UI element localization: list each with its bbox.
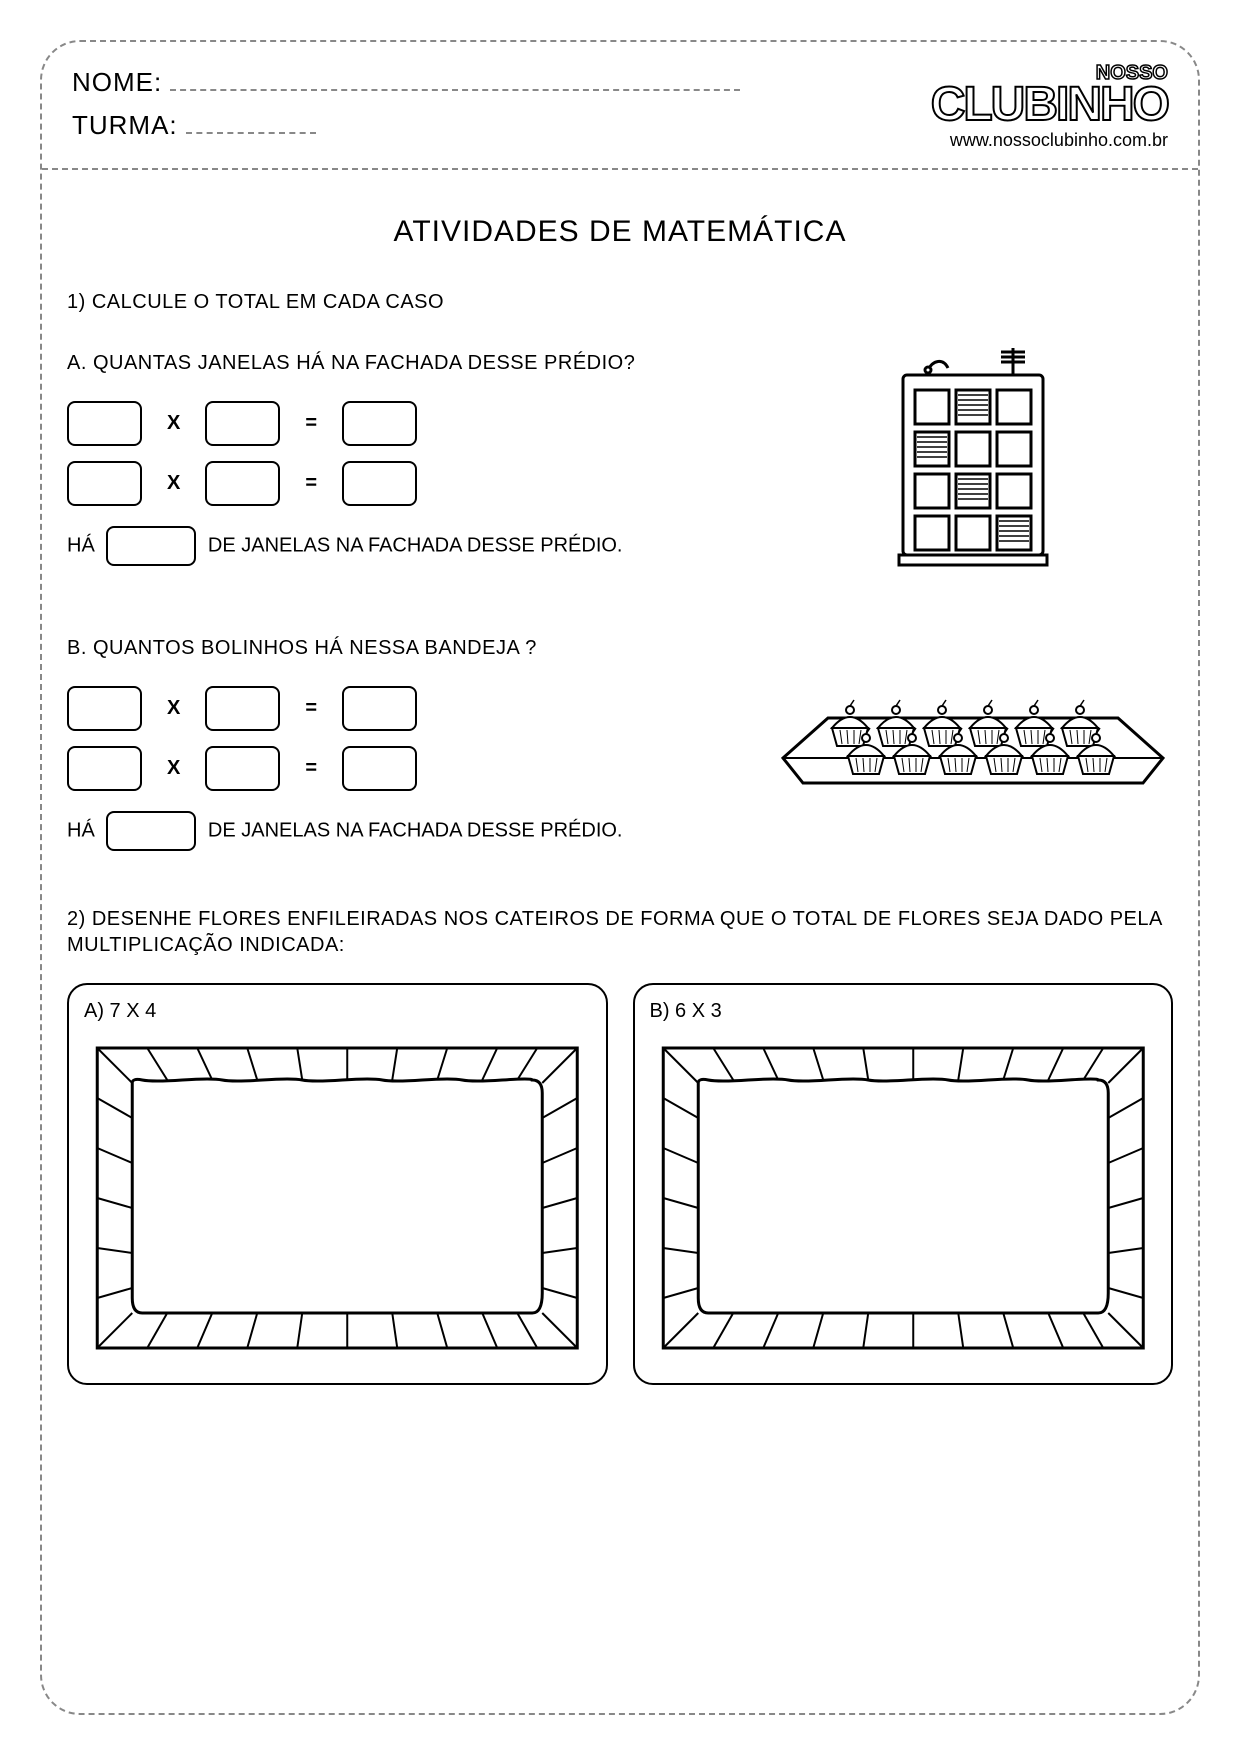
answer-box[interactable] (205, 461, 280, 506)
equals-symbol: = (305, 697, 317, 720)
q2a-label: A) 7 X 4 (84, 1000, 591, 1023)
times-symbol: X (167, 472, 180, 495)
q1b-eq1: X = (67, 686, 753, 731)
conclusion-post: DE JANELAS NA FACHADA DESSE PRÉDIO. (208, 534, 623, 556)
worksheet-header: NOME: TURMA: NOSSO CLUBINHO www.nossoclu… (42, 42, 1198, 170)
planter-box-icon[interactable] (84, 1038, 591, 1358)
name-label: NOME: (72, 67, 162, 97)
q1b-conclusion: HÁ DE JANELAS NA FACHADA DESSE PRÉDIO. (67, 811, 753, 851)
q1-prompt: 1) CALCULE O TOTAL EM CADA CASO (67, 289, 1173, 315)
conclusion-post: DE JANELAS NA FACHADA DESSE PRÉDIO. (208, 819, 623, 841)
answer-box[interactable] (342, 746, 417, 791)
times-symbol: X (167, 757, 180, 780)
answer-box[interactable] (67, 746, 142, 791)
answer-box[interactable] (106, 526, 196, 566)
q1b-prompt: B. QUANTOS BOLINHOS HÁ NESSA BANDEJA ? (67, 635, 753, 661)
answer-box[interactable] (342, 686, 417, 731)
answer-box[interactable] (67, 401, 142, 446)
answer-box[interactable] (205, 746, 280, 791)
class-blank[interactable] (186, 111, 316, 134)
planter-box-icon[interactable] (650, 1038, 1157, 1358)
class-field[interactable]: TURMA: (72, 110, 878, 141)
q1a-prompt: A. QUANTAS JANELAS HÁ NA FACHADA DESSE P… (67, 350, 753, 376)
answer-box[interactable] (205, 401, 280, 446)
answer-box[interactable] (342, 461, 417, 506)
conclusion-pre: HÁ (67, 534, 95, 556)
q1a-section: A. QUANTAS JANELAS HÁ NA FACHADA DESSE P… (67, 340, 1173, 570)
tray-icon (773, 663, 1173, 813)
q1b-eq2: X = (67, 746, 753, 791)
equals-symbol: = (305, 472, 317, 495)
class-label: TURMA: (72, 110, 178, 140)
q1a-eq2: X = (67, 461, 753, 506)
answer-box[interactable] (67, 461, 142, 506)
q2b-label: B) 6 X 3 (650, 1000, 1157, 1023)
logo-url: www.nossoclubinho.com.br (878, 130, 1168, 151)
q2a-panel: A) 7 X 4 (67, 983, 608, 1385)
equals-symbol: = (305, 412, 317, 435)
name-field[interactable]: NOME: (72, 67, 878, 98)
q1a-eq1: X = (67, 401, 753, 446)
conclusion-pre: HÁ (67, 819, 95, 841)
q2-prompt: 2) DESENHE FLORES ENFILEIRADAS NOS CATEI… (67, 906, 1173, 958)
answer-box[interactable] (342, 401, 417, 446)
answer-box[interactable] (205, 686, 280, 731)
logo-main-text: CLUBINHO (878, 85, 1168, 126)
equals-symbol: = (305, 757, 317, 780)
answer-box[interactable] (106, 811, 196, 851)
building-icon (883, 340, 1063, 570)
times-symbol: X (167, 412, 180, 435)
q1b-section: B. QUANTOS BOLINHOS HÁ NESSA BANDEJA ? X… (67, 625, 1173, 851)
page-title: ATIVIDADES DE MATEMÁTICA (67, 215, 1173, 249)
times-symbol: X (167, 697, 180, 720)
name-blank[interactable] (170, 68, 740, 91)
q1a-conclusion: HÁ DE JANELAS NA FACHADA DESSE PRÉDIO. (67, 526, 753, 566)
logo: NOSSO CLUBINHO www.nossoclubinho.com.br (878, 62, 1168, 151)
q2b-panel: B) 6 X 3 (633, 983, 1174, 1385)
answer-box[interactable] (67, 686, 142, 731)
